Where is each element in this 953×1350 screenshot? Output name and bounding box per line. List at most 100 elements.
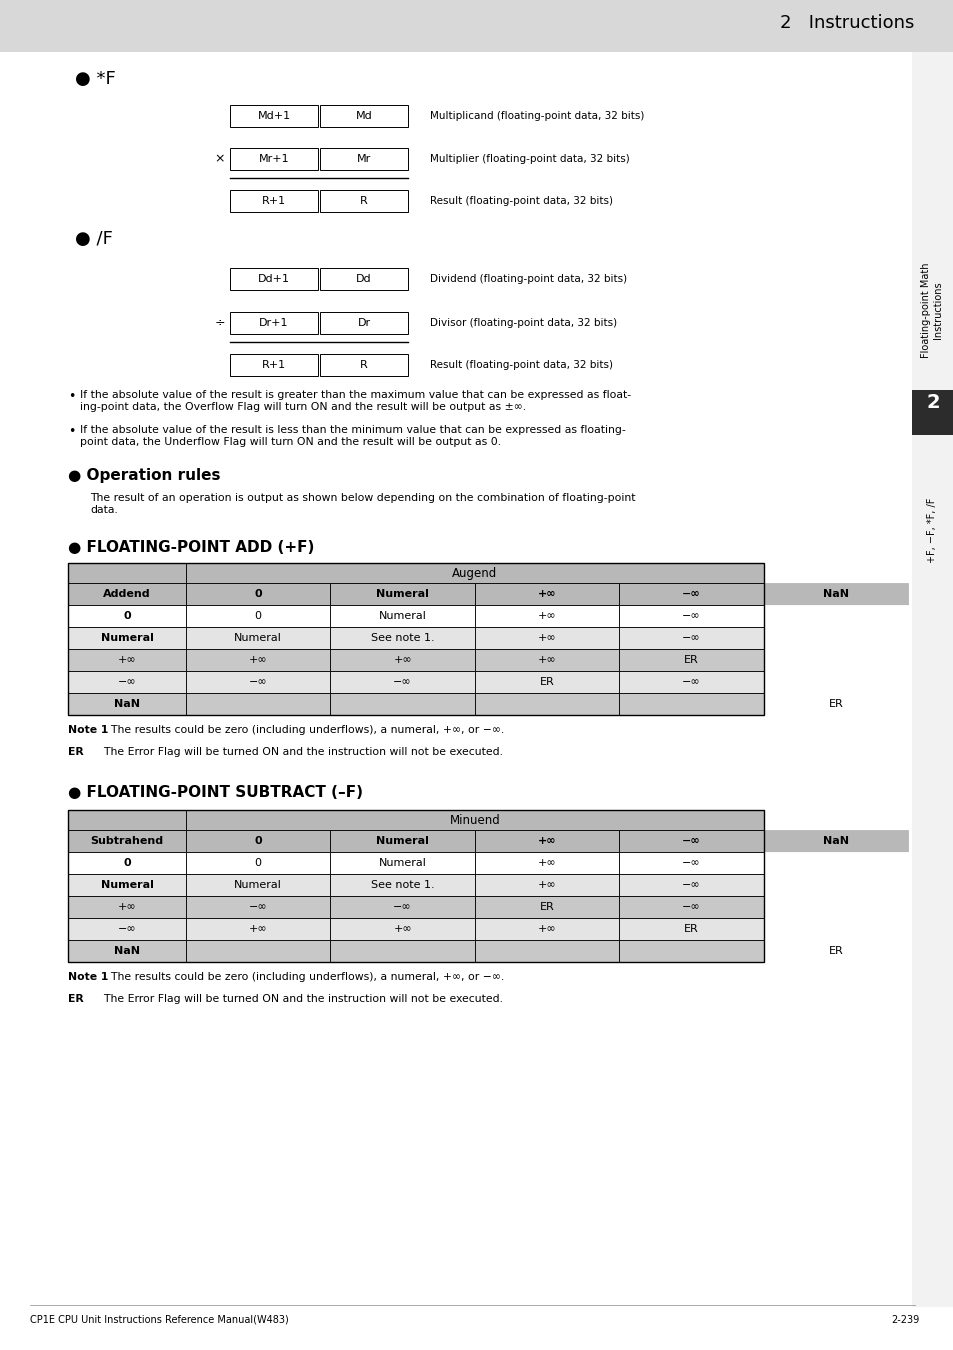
Text: ER: ER [683, 923, 698, 934]
Bar [186, 810, 762, 830]
Text: −∞: −∞ [681, 633, 700, 643]
Text: 2: 2 [925, 393, 939, 412]
Text: +∞: +∞ [249, 655, 267, 666]
Text: −∞: −∞ [681, 836, 700, 846]
Text: +∞: +∞ [393, 923, 412, 934]
Text: See note 1.: See note 1. [371, 880, 434, 890]
Text: 2   Instructions: 2 Instructions [780, 14, 913, 32]
Text: Minuend: Minuend [449, 814, 499, 826]
Bar [475, 918, 618, 940]
Bar [618, 583, 762, 605]
Text: ER: ER [539, 676, 554, 687]
Bar [330, 940, 475, 963]
Bar [319, 312, 408, 333]
Bar [319, 148, 408, 170]
Text: ● FLOATING-POINT SUBTRACT (–F): ● FLOATING-POINT SUBTRACT (–F) [68, 784, 363, 801]
Text: −∞: −∞ [249, 902, 267, 913]
Text: Md+1: Md+1 [257, 111, 291, 122]
Bar [618, 940, 762, 963]
Bar [762, 693, 907, 716]
Text: The results could be zero (including underflows), a numeral, +∞, or −∞.: The results could be zero (including und… [104, 725, 504, 734]
Text: The result of an operation is output as shown below depending on the combination: The result of an operation is output as … [90, 493, 635, 514]
Bar [762, 671, 907, 693]
Bar [186, 626, 330, 649]
Bar [475, 852, 618, 873]
Text: ×: × [214, 153, 225, 166]
Text: +∞: +∞ [537, 589, 556, 599]
Bar [68, 583, 186, 605]
Bar [618, 649, 762, 671]
Bar [762, 649, 907, 671]
Text: −∞: −∞ [117, 923, 136, 934]
Text: ER: ER [683, 655, 698, 666]
Bar [618, 693, 762, 716]
Text: ● Operation rules: ● Operation rules [68, 468, 220, 483]
Bar [475, 940, 618, 963]
Text: +∞: +∞ [537, 836, 556, 846]
Text: If the absolute value of the result is greater than the maximum value that can b: If the absolute value of the result is g… [80, 390, 631, 412]
Text: Numeral: Numeral [234, 633, 282, 643]
Text: Numeral: Numeral [100, 633, 153, 643]
Text: +∞: +∞ [117, 655, 136, 666]
Bar [68, 563, 186, 583]
Text: +∞: +∞ [537, 859, 556, 868]
Text: R+1: R+1 [262, 360, 286, 370]
Bar [762, 896, 907, 918]
Text: NaN: NaN [113, 946, 140, 956]
Bar [330, 605, 475, 626]
Text: Numeral: Numeral [234, 880, 282, 890]
Text: ER: ER [539, 902, 554, 913]
Text: −∞: −∞ [393, 676, 412, 687]
Bar [618, 671, 762, 693]
Bar [68, 830, 186, 852]
Bar [68, 671, 186, 693]
Bar [618, 626, 762, 649]
Bar [330, 852, 475, 873]
Bar [68, 605, 186, 626]
Bar [186, 830, 330, 852]
Bar [68, 563, 762, 716]
Text: •: • [68, 390, 75, 404]
Text: Augend: Augend [452, 567, 497, 579]
Bar [618, 896, 762, 918]
Text: Numeral: Numeral [378, 859, 426, 868]
Text: +∞: +∞ [117, 902, 136, 913]
Text: Subtrahend: Subtrahend [91, 836, 163, 846]
Text: Md: Md [355, 111, 372, 122]
Text: 0: 0 [254, 589, 262, 599]
Bar [762, 605, 907, 626]
Text: •: • [68, 425, 75, 437]
Text: −∞: −∞ [681, 880, 700, 890]
Bar [618, 830, 762, 852]
Text: +F, −F, *F, /F: +F, −F, *F, /F [926, 497, 936, 563]
Text: 0: 0 [123, 859, 131, 868]
Bar [68, 896, 186, 918]
Text: ER: ER [68, 747, 84, 757]
Bar [68, 940, 186, 963]
Bar [68, 810, 762, 963]
Bar [230, 269, 317, 290]
Text: CP1E CPU Unit Instructions Reference Manual(W483): CP1E CPU Unit Instructions Reference Man… [30, 1315, 289, 1324]
Text: If the absolute value of the result is less than the minimum value that can be e: If the absolute value of the result is l… [80, 425, 625, 447]
Text: −∞: −∞ [393, 902, 412, 913]
Text: −∞: −∞ [681, 902, 700, 913]
Bar [330, 896, 475, 918]
Bar [330, 873, 475, 896]
Text: Numeral: Numeral [378, 612, 426, 621]
Bar [186, 583, 330, 605]
Bar [230, 105, 317, 127]
Text: 0: 0 [254, 859, 261, 868]
Bar [330, 671, 475, 693]
Bar [475, 583, 618, 605]
Bar [475, 896, 618, 918]
Text: +∞: +∞ [393, 655, 412, 666]
Text: Multiplier (floating-point data, 32 bits): Multiplier (floating-point data, 32 bits… [430, 154, 629, 163]
Text: 0: 0 [123, 612, 131, 621]
Bar [330, 693, 475, 716]
Text: Numeral: Numeral [100, 880, 153, 890]
Bar [762, 626, 907, 649]
Text: +∞: +∞ [537, 655, 556, 666]
Text: Note 1: Note 1 [68, 725, 109, 734]
Bar [618, 873, 762, 896]
Bar [186, 693, 330, 716]
